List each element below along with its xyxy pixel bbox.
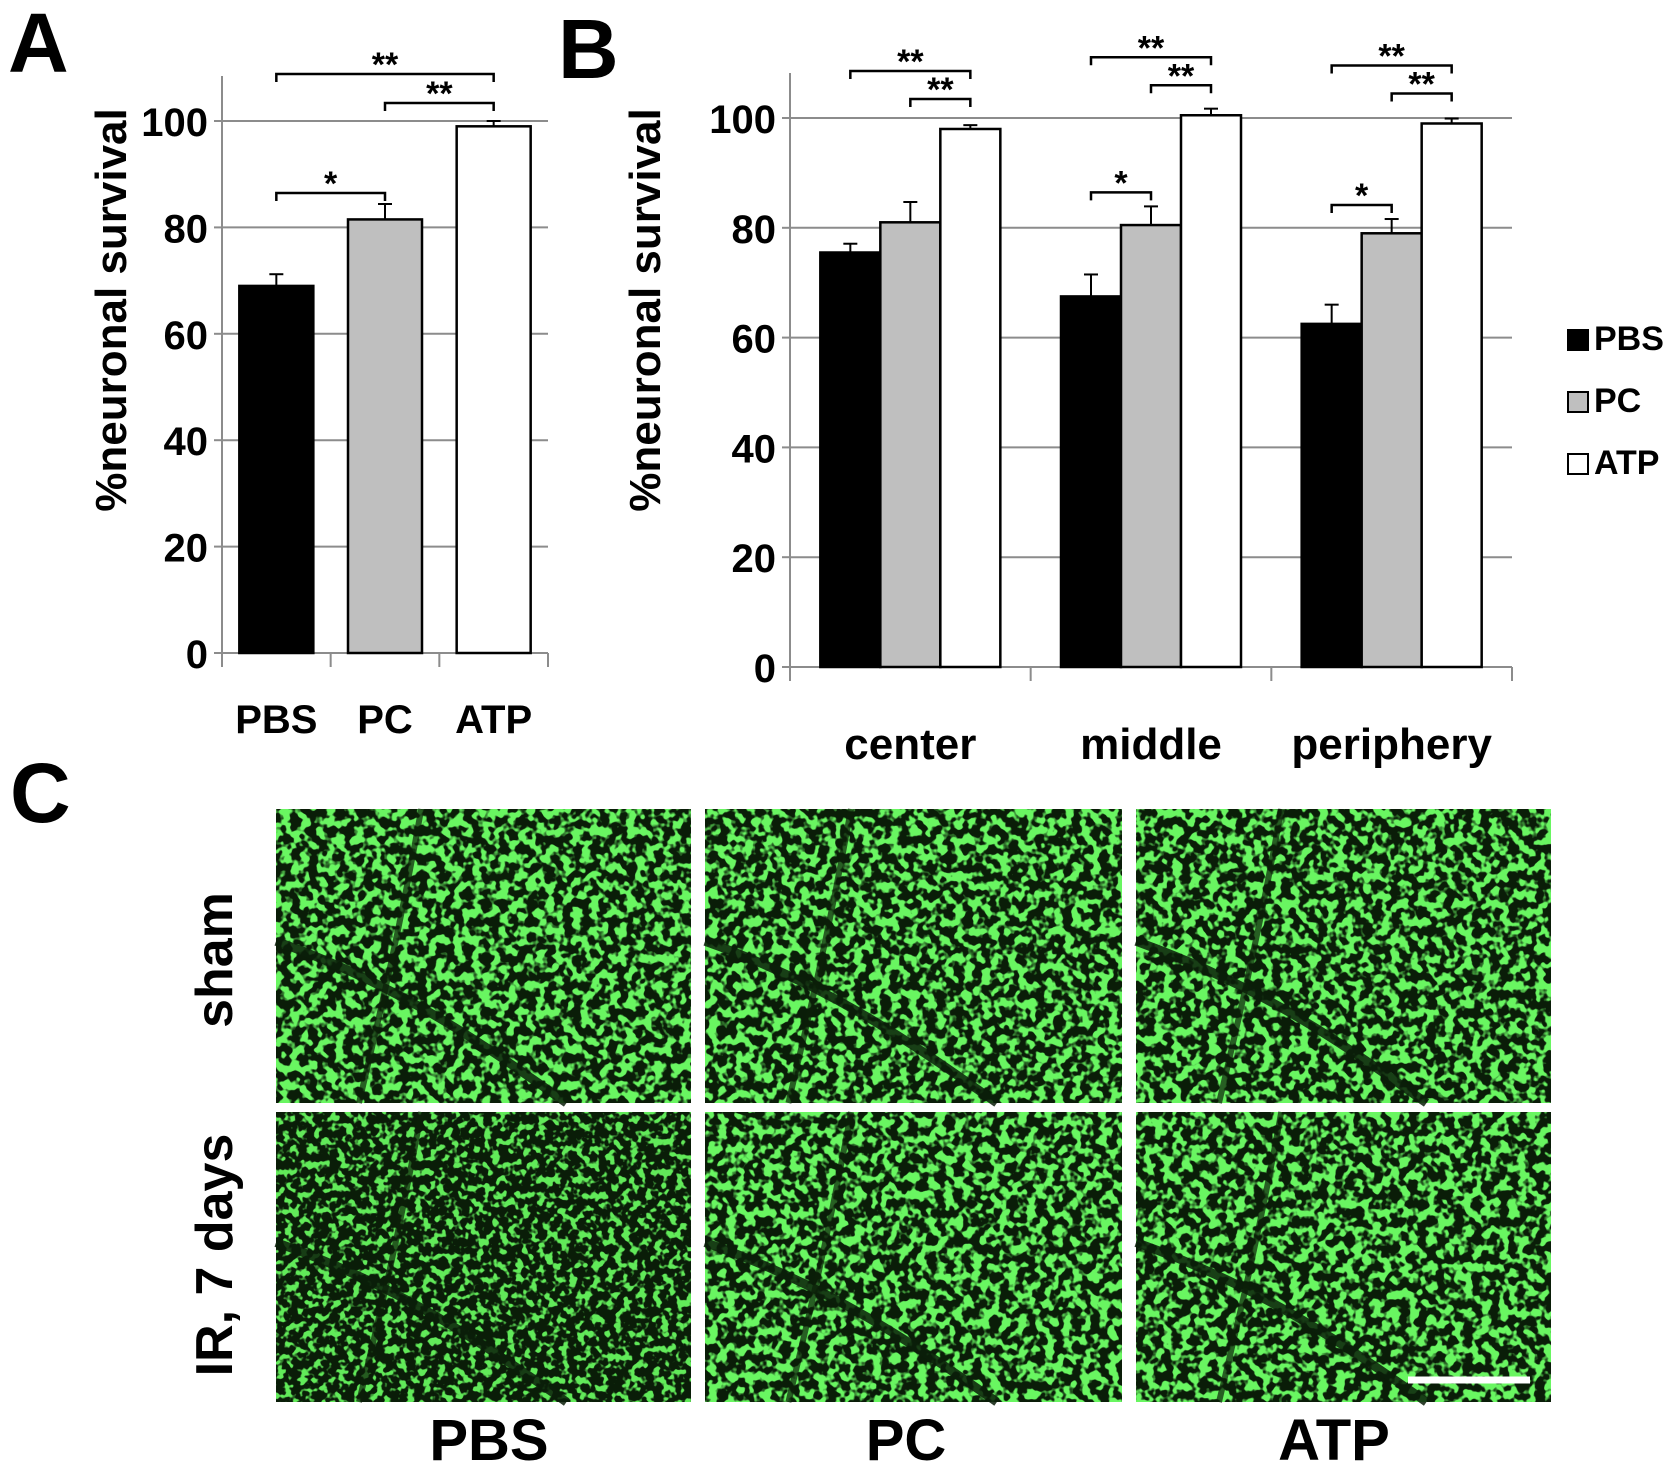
- chart-b-bar-middle-pbs: [1059, 295, 1123, 669]
- chart-a-sig-2-label: **: [372, 46, 399, 84]
- chart-b-bar-middle-pc: [1119, 223, 1183, 669]
- chart-b-ytick-label: 40: [732, 427, 777, 471]
- micrograph-vessel: [274, 1238, 570, 1406]
- chart-b-legend: PBS PC ATP: [1567, 320, 1664, 482]
- chart-b-bar-periphery-atp: [1420, 122, 1483, 669]
- micrograph-sham-atp: [1134, 808, 1551, 1107]
- chart-a-ytick-label: 20: [164, 527, 209, 571]
- chart-b-bar-center-pc: [879, 221, 942, 669]
- micrograph-vessel: [785, 808, 854, 1104]
- panel-a-letter: A: [8, 0, 69, 90]
- micrograph-vessel: [785, 1111, 854, 1403]
- chart-b-bar-middle-atp: [1179, 114, 1243, 669]
- micrograph-cells: [276, 1112, 691, 1402]
- chart-b: %neuronal survival 0 20 40 60 80 100 center mid…: [621, 29, 1513, 769]
- chart-b-sig-4-label: **: [1168, 57, 1195, 95]
- micrograph-vessel: [703, 1238, 1000, 1406]
- chart-a-bar-atp: [455, 125, 532, 655]
- chart-b-sig-3-bracket: [1089, 56, 1213, 66]
- micrograph-cells: [1136, 1112, 1551, 1402]
- chart-a-bar-pc: [346, 218, 424, 655]
- micrograph-vessel: [1134, 937, 1430, 1107]
- panel-c-letter: C: [10, 746, 71, 840]
- col-label-pbs: PBS: [429, 1408, 548, 1466]
- micrograph-vessel: [356, 1111, 425, 1403]
- micrograph-vessel: [703, 937, 1000, 1107]
- chart-a-xtick-label: ATP: [455, 698, 532, 742]
- chart-a-sig-1-label: **: [426, 75, 453, 113]
- chart-b-ytick-label: 20: [732, 537, 777, 581]
- chart-b-sig-5-bracket: [1330, 203, 1393, 214]
- chart-b-sig-3-label: **: [1138, 29, 1165, 67]
- col-label-pc: PC: [866, 1408, 947, 1466]
- col-label-atp: ATP: [1278, 1408, 1390, 1466]
- micrograph-cells: [705, 1112, 1122, 1402]
- chart-b-bar-periphery-pc: [1360, 232, 1423, 669]
- chart-a-sig-0-bracket: [275, 191, 387, 201]
- micrograph-ir-atp: [1134, 1111, 1551, 1406]
- chart-b-sig-2-label: *: [1114, 164, 1128, 202]
- chart-b-xtick-label: middle: [1080, 720, 1222, 769]
- micrograph-cells: [276, 809, 691, 1103]
- chart-b-sig-0-bracket: [849, 69, 972, 79]
- micrograph-cells: [1136, 809, 1551, 1103]
- micrograph-cells: [705, 809, 1122, 1103]
- micrograph-sham-pbs: [274, 808, 691, 1107]
- chart-b-ylabel: %neuronal survival: [621, 108, 670, 511]
- chart-b-bar-center-pbs: [819, 251, 882, 669]
- chart-a-ytick-label: 40: [164, 420, 209, 464]
- row-label-ir: IR, 7 days: [186, 1134, 244, 1377]
- legend-label-pbs: PBS: [1594, 320, 1664, 358]
- chart-a-sig-0-label: *: [324, 165, 338, 203]
- chart-b-sig-7-label: **: [1408, 65, 1435, 103]
- chart-b-bar-periphery-pbs: [1300, 322, 1363, 669]
- chart-b-sig-4-bracket: [1149, 84, 1213, 94]
- chart-a-sig-1-bracket: [383, 101, 495, 111]
- micrograph-vessel: [1216, 1111, 1285, 1403]
- chart-b-sig-1-bracket: [909, 97, 972, 107]
- chart-b-ytick-label: 80: [732, 208, 777, 252]
- chart-a-bar-pbs: [238, 284, 315, 655]
- panel-b-letter: B: [558, 2, 619, 96]
- chart-a-ytick-label: 100: [141, 101, 208, 145]
- chart-b-sig-1-label: **: [927, 71, 954, 109]
- micrograph-vessel: [1216, 808, 1285, 1104]
- micrograph-ir-pc: [703, 1111, 1122, 1406]
- chart-a-ylabel: %neuronal survival: [87, 108, 136, 511]
- chart-b-sig-6-label: **: [1378, 37, 1405, 75]
- micrograph-panel: sham IR, 7 days PBS PC ATP: [186, 808, 1551, 1466]
- chart-b-sig-5-label: *: [1355, 177, 1369, 215]
- row-label-sham: sham: [186, 892, 244, 1028]
- micrograph-vessel: [274, 937, 570, 1107]
- chart-b-sig-0-label: **: [897, 43, 924, 81]
- legend-swatch-pc: [1567, 391, 1589, 413]
- chart-a-ytick-label: 0: [186, 633, 208, 677]
- chart-b-ytick-label: 0: [754, 647, 776, 691]
- chart-a-xtick-label: PC: [357, 698, 413, 742]
- chart-b-xtick-label: periphery: [1291, 720, 1492, 769]
- chart-a-ytick-label: 60: [164, 314, 209, 358]
- chart-a-ytick-label: 80: [164, 207, 209, 251]
- legend-label-pc: PC: [1594, 382, 1641, 420]
- legend-swatch-atp: [1567, 453, 1589, 475]
- chart-a-sig-2-bracket: [275, 72, 495, 82]
- legend-label-atp: ATP: [1594, 444, 1659, 482]
- chart-b-ytick-label: 100: [709, 98, 776, 142]
- chart-a: %neuronal survival 0 20 40 60 80 100 PBS PC ATP *…: [87, 46, 549, 742]
- micrograph-vessel: [1134, 1238, 1430, 1406]
- chart-b-ytick-label: 60: [732, 318, 777, 362]
- legend-swatch-pbs: [1567, 329, 1589, 351]
- micrograph-sham-pc: [703, 808, 1122, 1107]
- chart-b-xtick-label: center: [844, 720, 976, 769]
- chart-b-sig-2-bracket: [1089, 191, 1153, 201]
- micrograph-vessel: [356, 808, 425, 1104]
- chart-b-bar-center-atp: [939, 127, 1002, 669]
- chart-b-sig-6-bracket: [1330, 64, 1453, 74]
- chart-b-sig-7-bracket: [1390, 92, 1453, 102]
- chart-a-xtick-label: PBS: [235, 698, 317, 742]
- micrograph-ir-pbs: [274, 1111, 691, 1406]
